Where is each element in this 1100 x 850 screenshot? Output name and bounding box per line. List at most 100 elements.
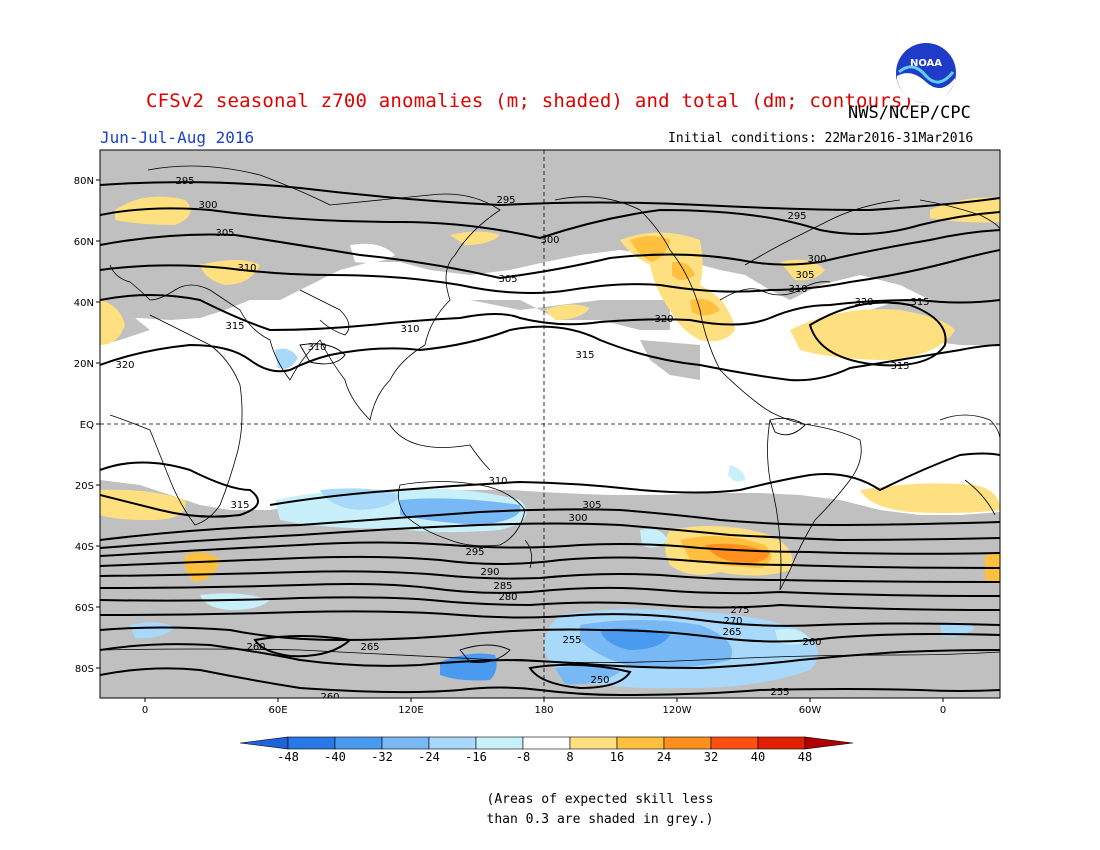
colorbar-tick-label: -40 [324,750,346,764]
anomaly-region [275,348,298,369]
anomaly-region [790,309,955,360]
contour-label: 275 [730,605,749,616]
lon-ticks [144,698,944,702]
lat-label: 60S [75,603,94,614]
lon-label: 180 [534,705,553,716]
colorbar-tick-label: 16 [610,750,624,764]
contour-line [100,610,1000,627]
contour-label: 305 [582,500,601,511]
contour-label: 305 [215,228,234,239]
contour-label: 270 [723,616,742,627]
noaa-logo-text: NOAA [910,58,942,69]
colorbar-arrow-left [239,736,289,750]
colorbar-tick-label: 32 [704,750,718,764]
colorbar-swatch [757,736,806,750]
contour-label: 260 [246,642,265,653]
lat-ticks [96,179,100,669]
map-area: 295 300 305 310 315 320 310 295 300 305 … [100,150,1000,698]
colorbar-tick-label: -8 [516,750,530,764]
lat-label: 40S [75,542,94,553]
colorbar-tick-label: 40 [751,750,765,764]
contour-label: 320 [115,360,134,371]
anomaly-region [200,593,270,610]
contour-label: 315 [575,350,594,361]
contour-label: 300 [198,200,217,211]
contour-label: 310 [488,476,507,487]
agency-label: NWS/NCEP/CPC [848,103,971,123]
colorbar-swatch [381,736,430,750]
contour-line [808,301,947,367]
contour-line [253,635,353,658]
total-contours [100,181,1000,697]
contour-line [269,452,1000,506]
contour-label: 320 [854,297,873,308]
colorbar-swatch [475,736,524,750]
contour-line [100,667,1000,697]
contour-label: 295 [465,547,484,558]
chart-title: CFSv2 seasonal z700 anomalies (m; shaded… [146,90,915,112]
contour-label: 255 [562,635,581,646]
lat-label: 20N [74,359,94,370]
contour-line [100,583,1000,597]
contour-label: 290 [480,567,499,578]
colorbar: -48 -40 -32 -24 -16 -8 8 16 24 32 40 48 [239,736,854,764]
contour-label: 300 [568,513,587,524]
contour-label: 295 [175,176,194,187]
lon-label: 120E [398,705,423,716]
anomaly-region [728,465,745,482]
contour-label: 285 [493,581,512,592]
contour-label: 265 [722,627,741,638]
anomaly-region [672,261,695,280]
contour-label: 295 [496,195,515,206]
lon-label: 0 [940,705,946,716]
colorbar-swatch [616,736,665,750]
contour-label: 305 [498,274,517,285]
lat-label: 80N [74,176,94,187]
initial-conditions-label: Initial conditions: 22Mar2016-31Mar2016 [668,131,974,146]
anomaly-region [640,528,668,548]
anomaly-region [450,231,500,245]
contour-label: 300 [540,235,559,246]
contour-line [100,325,1000,382]
contour-labels: 295 300 305 310 315 320 310 295 300 305 … [115,176,929,698]
lat-label: 40N [74,298,94,309]
contour-label: 305 [795,270,814,281]
low-contours [299,343,806,663]
noaa-logo-icon: NOAA [896,43,956,104]
colorbar-tick-label: -48 [277,750,299,764]
lat-label: 60N [74,237,94,248]
colorbar-swatch [569,736,618,750]
contour-line [100,570,1000,583]
lon-labels: 0 60E 120E 180 120W 60W 0 [142,705,946,716]
skill-note-line-2: than 0.3 are shaded in grey.) [486,812,714,827]
anomaly-region [100,300,125,345]
anomaly-region [860,483,1000,514]
contour-line [100,541,1000,557]
contour-line [100,596,1000,611]
contour-label: 250 [590,675,609,686]
contour-label: 310 [788,284,807,295]
contour-label: 265 [360,642,379,653]
contour-label: 315 [225,321,244,332]
colorbar-swatch [710,736,759,750]
lon-label: 120W [663,705,692,716]
contour-label: 310 [307,342,326,353]
contour-label: 315 [230,500,249,511]
season-label: Jun-Jul-Aug 2016 [100,128,255,147]
contour-line [100,207,1000,240]
anomaly-region [130,622,175,639]
colorbar-tick-label: 8 [566,750,573,764]
colorbar-swatch [522,736,571,750]
anomaly-region [400,498,521,525]
anomaly-region [115,196,191,225]
contour-label: 300 [807,254,826,265]
contour-line [100,249,1000,295]
contour-line [100,508,1000,541]
contour-label: 315 [890,361,909,372]
lon-label: 60E [268,705,287,716]
contour-label: 280 [498,592,517,603]
lat-labels: 80N 60N 40N 20N EQ 20S 40S 60S 80S [74,176,94,675]
colorbar-tick-label: -24 [418,750,440,764]
colorbar-swatch [428,736,477,750]
